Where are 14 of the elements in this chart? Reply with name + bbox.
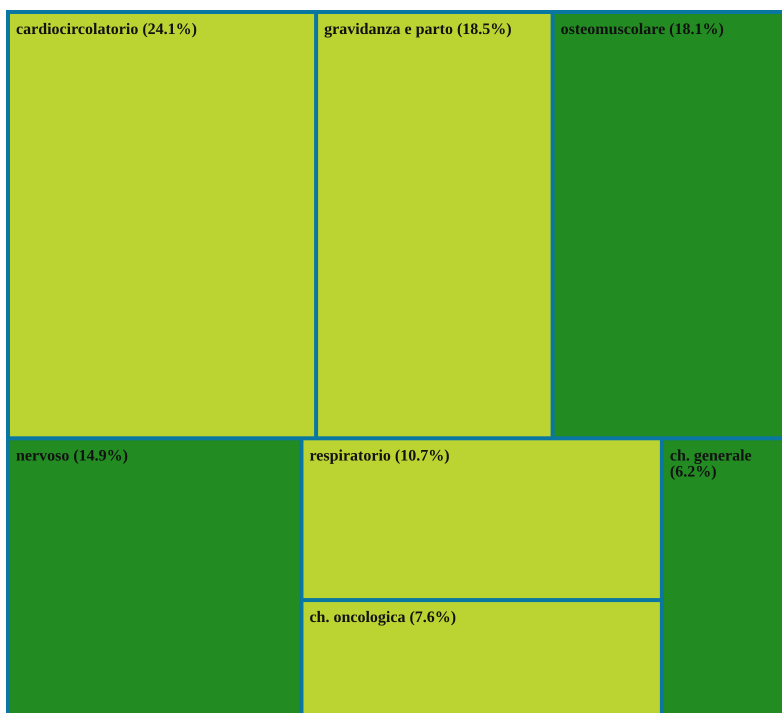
category-label: respiratorio <box>309 447 391 464</box>
category-label: nervoso <box>16 447 70 464</box>
category-label: osteomuscolare <box>560 21 666 38</box>
category-label: ch. oncologica <box>309 609 406 626</box>
category-label: ch. generale <box>670 447 752 464</box>
data-label: (7.6%) <box>409 609 456 626</box>
category-label: gravidanza e parto <box>324 21 453 38</box>
data-label: (18.1%) <box>669 21 724 38</box>
data-label: (24.1%) <box>142 21 197 38</box>
data-label: (6.2%) <box>670 463 717 480</box>
category-label: cardiocircolatorio <box>16 21 138 38</box>
data-label: (18.5%) <box>456 21 512 38</box>
data-label: (14.9%) <box>73 447 128 464</box>
data-label: (10.7%) <box>394 447 450 464</box>
